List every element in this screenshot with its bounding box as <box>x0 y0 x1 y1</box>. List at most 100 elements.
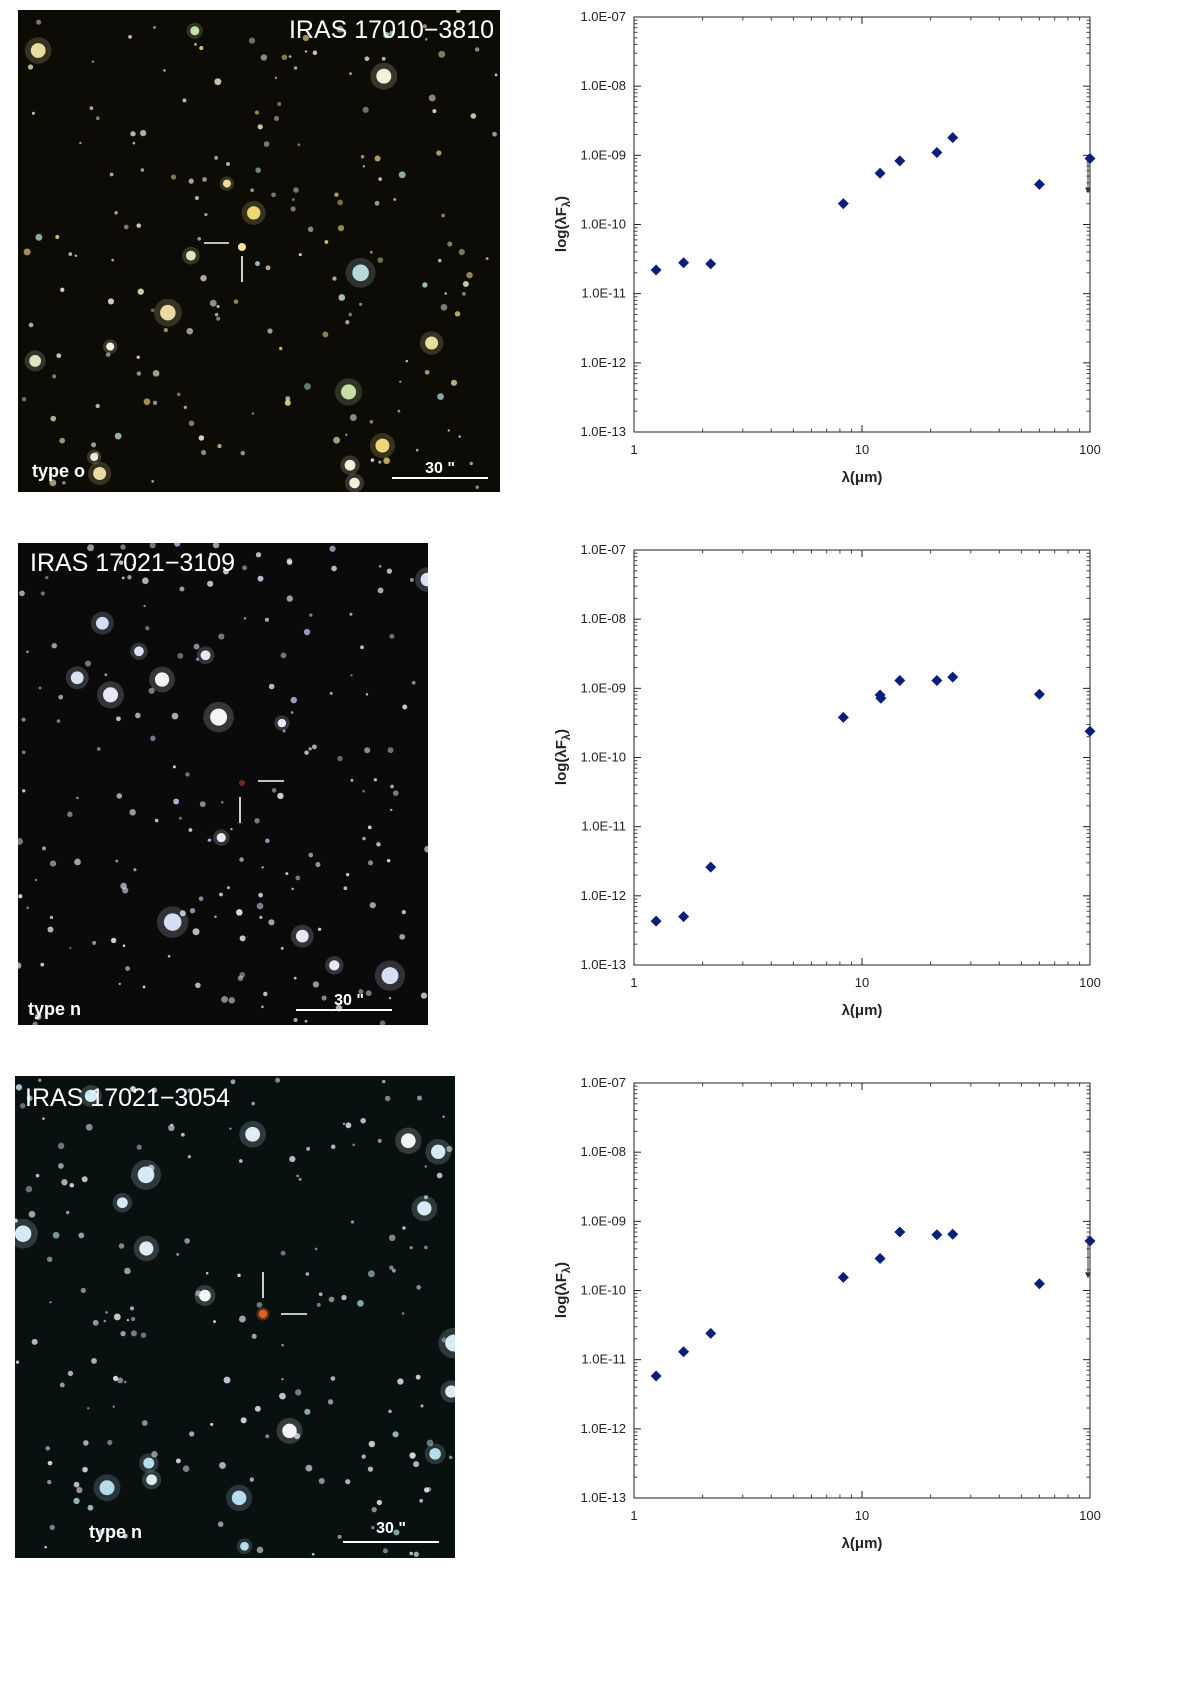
star <box>177 653 184 659</box>
x-tick-labels: 1 10 100 <box>630 1508 1100 1523</box>
star <box>57 1142 65 1150</box>
star <box>398 171 406 179</box>
star <box>186 327 194 335</box>
star <box>263 141 270 147</box>
sky-image-1: IRAS 17010−3810 type o 30 " <box>18 10 500 492</box>
star <box>298 1177 302 1181</box>
star <box>350 1220 355 1224</box>
star <box>56 719 61 723</box>
sky-background <box>18 543 428 1025</box>
star <box>81 1176 88 1183</box>
star <box>104 673 108 677</box>
upper-limit-arrowhead <box>1085 1272 1091 1279</box>
star <box>22 397 27 402</box>
star <box>466 271 473 279</box>
star <box>36 19 42 25</box>
star <box>40 591 45 596</box>
star <box>49 915 54 920</box>
sed-chart-2: 1.0E-13 1.0E-12 1.0E-11 1.0E-10 1.0E-09 1.0E-… <box>553 533 1180 1033</box>
star <box>426 1439 434 1447</box>
star <box>424 1165 428 1168</box>
data-point <box>837 1271 849 1283</box>
star <box>392 790 399 796</box>
star <box>93 452 99 458</box>
star <box>136 223 141 228</box>
star <box>237 1273 241 1278</box>
data-points <box>650 671 1096 927</box>
star <box>374 155 381 162</box>
star <box>257 575 264 582</box>
star <box>391 1268 396 1273</box>
sed-chart-1: 1.0E-13 1.0E-12 1.0E-11 1.0E-10 1.0E-09 1.0E-… <box>553 0 1180 500</box>
star <box>312 981 320 988</box>
star <box>350 674 353 677</box>
star <box>419 1498 424 1503</box>
star <box>105 352 111 357</box>
data-point <box>705 1327 717 1339</box>
star <box>251 412 255 415</box>
star <box>345 1479 351 1485</box>
star <box>328 1296 335 1303</box>
data-points <box>650 132 1096 276</box>
x-axis-label: λ(μm) <box>842 469 883 486</box>
data-point <box>705 258 717 270</box>
y-tick-label: 1.0E-12 <box>580 888 626 903</box>
star <box>305 1272 310 1276</box>
star <box>470 113 477 119</box>
star <box>284 399 291 406</box>
star <box>364 56 370 62</box>
data-point <box>875 692 887 704</box>
star <box>251 1101 255 1106</box>
star <box>73 1497 80 1505</box>
star <box>423 1195 429 1200</box>
star <box>174 543 181 547</box>
star <box>337 199 344 206</box>
star <box>420 572 428 587</box>
star <box>399 933 406 940</box>
star <box>290 696 297 704</box>
star <box>91 1358 97 1364</box>
data-point <box>705 861 717 873</box>
star <box>205 1271 209 1275</box>
star <box>334 192 339 197</box>
star <box>239 857 244 862</box>
data-point <box>678 911 690 923</box>
axis-ticks <box>633 549 1091 966</box>
y-tick-label: 1.0E-11 <box>581 819 626 834</box>
star <box>240 1541 249 1551</box>
star <box>212 543 220 549</box>
data-point <box>1033 178 1045 190</box>
star <box>291 887 294 891</box>
star <box>447 429 450 432</box>
star <box>68 252 73 256</box>
star <box>317 927 322 931</box>
star <box>21 750 26 755</box>
star <box>38 686 42 690</box>
star <box>390 808 393 812</box>
star <box>290 206 296 212</box>
sky-background <box>18 10 500 492</box>
star <box>116 1197 128 1209</box>
source-name: IRAS 17010−3810 <box>289 16 494 44</box>
star <box>378 177 382 181</box>
star <box>151 480 155 483</box>
star <box>437 393 444 400</box>
star <box>182 98 187 103</box>
y-tick-label: 1.0E-10 <box>580 750 626 765</box>
star <box>305 1464 313 1472</box>
star <box>47 926 54 933</box>
x-tick-label: 100 <box>1079 1508 1101 1523</box>
star <box>122 1533 128 1539</box>
star <box>122 887 129 894</box>
star <box>31 1338 38 1345</box>
star <box>18 838 23 845</box>
star <box>275 1077 281 1083</box>
star <box>56 353 62 359</box>
star <box>307 226 314 233</box>
data-point <box>678 257 690 269</box>
star <box>474 47 480 52</box>
star <box>364 747 371 754</box>
star <box>135 712 141 719</box>
star <box>349 477 360 489</box>
star <box>171 174 177 180</box>
